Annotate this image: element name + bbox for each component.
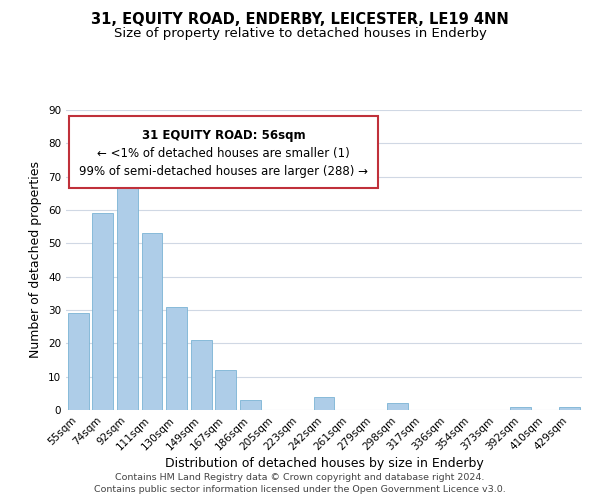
Bar <box>215 370 236 410</box>
Text: Contains HM Land Registry data © Crown copyright and database right 2024.: Contains HM Land Registry data © Crown c… <box>115 472 485 482</box>
Bar <box>510 406 531 410</box>
X-axis label: Distribution of detached houses by size in Enderby: Distribution of detached houses by size … <box>164 458 484 470</box>
Text: ← <1% of detached houses are smaller (1): ← <1% of detached houses are smaller (1) <box>97 148 350 160</box>
Text: 99% of semi-detached houses are larger (288) →: 99% of semi-detached houses are larger (… <box>79 166 368 178</box>
Bar <box>166 306 187 410</box>
Bar <box>68 314 89 410</box>
Bar <box>240 400 261 410</box>
Bar <box>314 396 334 410</box>
Text: 31, EQUITY ROAD, ENDERBY, LEICESTER, LE19 4NN: 31, EQUITY ROAD, ENDERBY, LEICESTER, LE1… <box>91 12 509 28</box>
Text: 31 EQUITY ROAD: 56sqm: 31 EQUITY ROAD: 56sqm <box>142 130 305 142</box>
Text: Contains public sector information licensed under the Open Government Licence v3: Contains public sector information licen… <box>94 485 506 494</box>
Bar <box>142 234 163 410</box>
Bar <box>117 164 138 410</box>
Bar <box>387 404 408 410</box>
Bar <box>191 340 212 410</box>
Bar <box>559 406 580 410</box>
Y-axis label: Number of detached properties: Number of detached properties <box>29 162 43 358</box>
Bar <box>92 214 113 410</box>
Text: Size of property relative to detached houses in Enderby: Size of property relative to detached ho… <box>113 28 487 40</box>
FancyBboxPatch shape <box>68 116 378 188</box>
